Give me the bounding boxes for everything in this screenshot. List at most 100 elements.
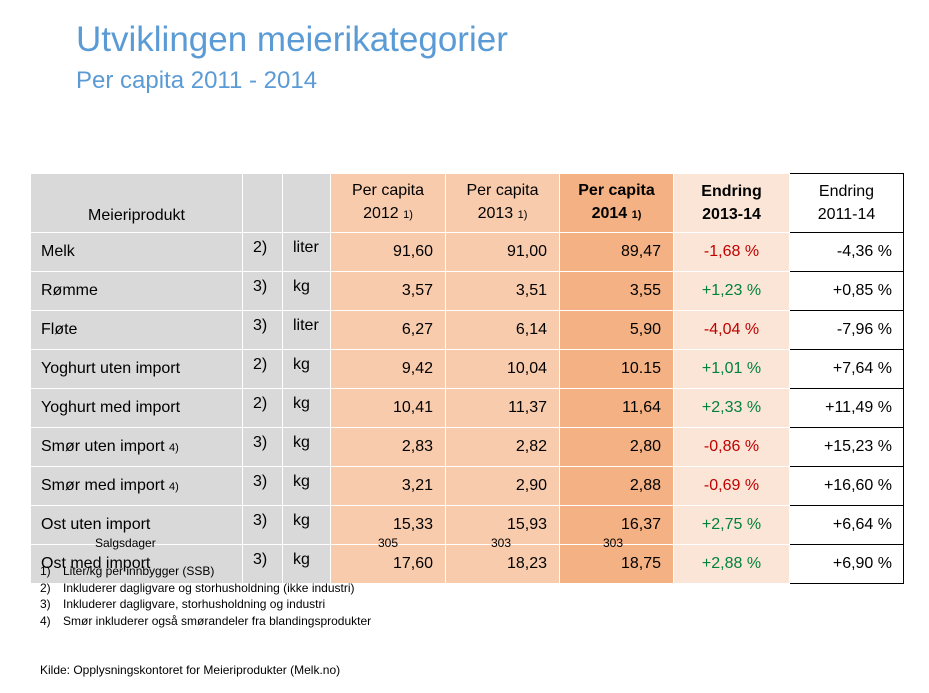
header-pc2013-line1: Per capita (466, 182, 539, 199)
header-pc2012: Per capita 2012 1) (330, 173, 446, 233)
change-2011-14: -7,96 % (789, 310, 904, 350)
product-note: 2) (242, 349, 283, 389)
value-2014: 10.15 (559, 349, 674, 389)
header-ch1314-line1: Endring (701, 183, 762, 200)
footnote-number: 1) (40, 564, 51, 578)
product-unit: kg (282, 349, 331, 389)
product-name-cell: Fløte (30, 310, 243, 350)
value-2012: 10,41 (330, 388, 446, 428)
product-name-cell: Smør uten import 4) (30, 427, 243, 467)
change-2013-14: +2,75 % (673, 505, 790, 545)
change-2011-14: -4,36 % (789, 232, 904, 272)
value-2013: 2,90 (445, 466, 560, 506)
product-name: Yoghurt med import (41, 399, 181, 416)
value-2014: 5,90 (559, 310, 674, 350)
product-unit: kg (282, 388, 331, 428)
change-2013-14: -1,68 % (673, 232, 790, 272)
value-2014: 2,88 (559, 466, 674, 506)
table-row: Smør med import 4) 3) kg 3,21 2,90 2,88 -0,69 … (30, 466, 904, 506)
header-note (242, 173, 283, 233)
source-note: Kilde: Opplysningskontoret for Meieripro… (40, 663, 341, 677)
footnote-text: Inkluderer dagligvare og storhusholdning… (63, 580, 355, 595)
product-note: 3) (242, 466, 283, 506)
value-2014: 16,37 (559, 505, 674, 545)
product-name-cell: Yoghurt med import (30, 388, 243, 428)
header-pc2014-line1: Per capita (578, 182, 655, 199)
table-row: Ost med import 3) kg 17,60 18,23 18,75 +2,88 %… (30, 544, 904, 584)
product-name-cell: Melk (30, 232, 243, 272)
header-pc2013-line2: 2013 (477, 205, 514, 222)
header-ch1114-line1: Endring (818, 183, 875, 200)
header-pc2014: Per capita 2014 1) (559, 173, 674, 233)
header-pc2012-footref: 1) (403, 209, 413, 221)
header-ch1314-line2: 2013-14 (702, 206, 761, 223)
footnote-number: 4) (40, 613, 51, 628)
value-2013: 3,51 (445, 271, 560, 311)
value-2014: 89,47 (559, 232, 674, 272)
product-name-cell: Smør med import 4) (30, 466, 243, 506)
product-name-cell: Yoghurt uten import (30, 349, 243, 389)
table-row: Yoghurt med import 2) kg 10,41 11,37 11,64 +2,… (30, 388, 904, 428)
value-2014: 18,75 (559, 544, 674, 584)
footnote-number: 2) (40, 580, 51, 595)
product-note: 3) (242, 271, 283, 311)
product-unit: kg (282, 271, 331, 311)
change-2011-14: +6,90 % (789, 544, 904, 584)
header-change-2013-14: Endring 2013-14 (673, 173, 790, 233)
product-unit: kg (282, 427, 331, 467)
product-name: Fløte (41, 321, 78, 338)
sales-days-label: Salgsdager (95, 536, 156, 550)
value-2012: 9,42 (330, 349, 446, 389)
value-2013: 11,37 (445, 388, 560, 428)
product-name: Rømme (41, 282, 98, 299)
header-pc2013-footref: 1) (517, 209, 528, 221)
value-2013: 2,82 (445, 427, 560, 467)
footnote-text: Liter/kg per innbygger (SSB) (63, 564, 215, 578)
value-2012: 6,27 (330, 310, 446, 350)
value-2014: 3,55 (559, 271, 674, 311)
sales-days-2012: 305 (378, 536, 399, 550)
header-ch1114-line2: 2011-14 (817, 206, 876, 223)
change-2011-14: +16,60 % (789, 466, 904, 506)
product-name: Smør uten import (41, 438, 165, 455)
sales-days-2014: 303 (603, 536, 624, 550)
table-row: Smør uten import 4) 3) kg 2,83 2,82 2,80 -0,86… (30, 427, 904, 467)
footnote: 4) Smør inkluderer også smørandeler fra b… (40, 613, 371, 630)
header-pc2012-line2: 2012 (363, 205, 399, 222)
change-2013-14: -4,04 % (673, 310, 790, 350)
table-row: Fløte 3) liter 6,27 6,14 5,90 -4,04 % -7,96 % (30, 310, 904, 350)
value-2012: 91,60 (330, 232, 446, 272)
header-change-2011-14: Endring 2011-14 (789, 173, 904, 233)
change-2011-14: +11,49 % (789, 388, 904, 428)
product-name: Ost uten import (41, 516, 151, 533)
page-title: Utviklingen meierikategorier (76, 20, 508, 59)
table-row: Rømme 3) kg 3,57 3,51 3,55 +1,23 % +0,85 % (30, 271, 904, 311)
header-pc2013: Per capita 2013 1) (445, 173, 560, 233)
footnote-number: 3) (40, 597, 51, 611)
change-2013-14: -0,86 % (673, 427, 790, 467)
product-name: Yoghurt uten import (41, 360, 181, 377)
footnote: 2) Inkluderer dagligvare og storhusholdni… (40, 580, 371, 597)
value-2013: 6,14 (445, 310, 560, 350)
header-pc2014-footref: 1) (631, 209, 642, 221)
value-2012: 3,21 (330, 466, 446, 506)
table-row: Melk 2) liter 91,60 91,00 89,47 -1,68 % -4,36 % (30, 232, 904, 272)
product-unit: kg (282, 505, 331, 545)
footnote: 3) Inkluderer dagligvare, storhusholdning… (40, 596, 371, 613)
header-pc2014-line2: 2014 (591, 205, 628, 222)
value-2012: 2,83 (330, 427, 446, 467)
value-2014: 11,64 (559, 388, 674, 428)
product-note: 3) (242, 310, 283, 350)
product-note: 3) (242, 544, 283, 584)
value-2013: 10,04 (445, 349, 560, 389)
product-note: 3) (242, 505, 283, 545)
value-2012: 17,60 (330, 544, 446, 584)
product-unit: kg (282, 466, 331, 506)
change-2011-14: +15,23 % (789, 427, 904, 467)
change-2013-14: +1,23 % (673, 271, 790, 311)
product-note: 2) (242, 388, 283, 428)
product-name: Melk (41, 243, 75, 260)
footnotes: 1) Liter/kg per innbygger (SSB) 2) Inklude… (40, 563, 371, 629)
product-name-cell: Ost uten import (30, 505, 243, 545)
header-product: Meieriprodukt (30, 173, 243, 233)
